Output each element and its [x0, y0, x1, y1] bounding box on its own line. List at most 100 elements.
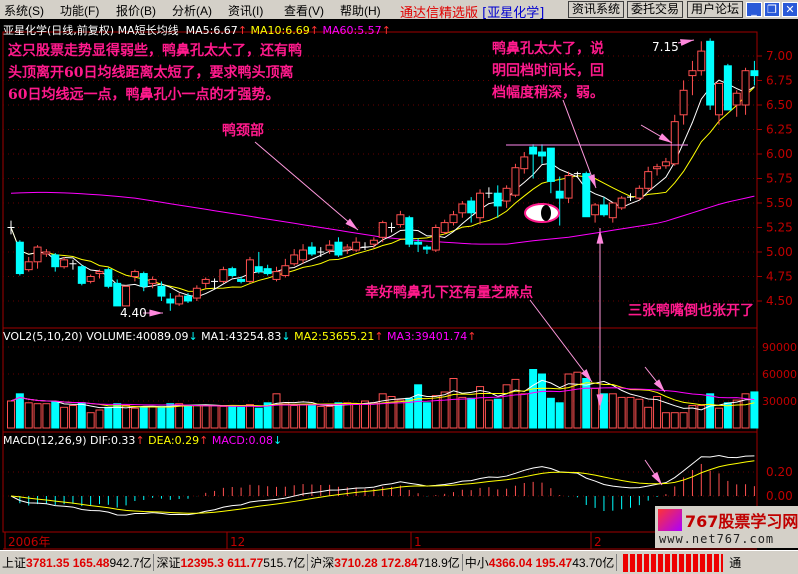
price-tick-label: 5.75 [766, 172, 793, 186]
volume-bar [369, 402, 378, 429]
app-title: 通达信精选版 [亚星化学] [400, 2, 544, 21]
time-label: 1 [414, 535, 422, 549]
high-label-arrow-head [680, 39, 694, 46]
index-shenzhen[interactable]: 深证12395.3 611.77515.7亿 [154, 554, 309, 571]
volume-bar [228, 405, 237, 429]
volume-header: VOL2(5,10,20) VOLUME:40089.09↓ MA1:43254… [3, 330, 477, 343]
volume-tick-label: 90000 [762, 341, 797, 354]
candle-body [564, 175, 573, 199]
candle-body [440, 222, 449, 233]
volume-bar [254, 407, 263, 429]
volume-bar [653, 396, 662, 429]
volume-bar [325, 405, 334, 429]
breakout-arrow-head [658, 133, 672, 143]
index-hushen[interactable]: 沪深3710.28 172.84718.9亿 [308, 554, 463, 571]
menu-4[interactable]: 资讯(I) [228, 4, 264, 18]
neck-arrow [254, 141, 359, 231]
volume-bar [697, 405, 706, 429]
connection-icon[interactable]: 通 [729, 556, 742, 570]
candle-body [520, 156, 529, 170]
annotation-sesame: 幸好鸭鼻孔下还有量芝麻点 [365, 285, 533, 301]
menu-0[interactable]: 系统(S) [4, 4, 44, 18]
candle-body [511, 167, 520, 196]
candle-body [272, 271, 281, 280]
volume-bar [529, 369, 538, 429]
candle-body [679, 89, 688, 116]
volume-bar [750, 391, 759, 429]
volume-bar [334, 402, 343, 429]
candle-body [369, 239, 378, 245]
volume-bar [741, 393, 750, 429]
time-label: 2 [594, 535, 602, 549]
volume-bar [573, 371, 582, 429]
trade-button[interactable]: 委托交易 [627, 1, 684, 18]
menu-6[interactable]: 帮助(H) [340, 4, 381, 18]
volume-bar [555, 402, 564, 429]
restore-icon[interactable]: ❐ [764, 2, 780, 17]
candle-body [192, 287, 201, 299]
vertical-down-arrow-head [596, 394, 604, 408]
macd-panel [2, 431, 758, 533]
candle-body [431, 227, 440, 251]
logo-icon [658, 509, 682, 531]
volume-bar [679, 412, 688, 429]
price-tick-label: 6.50 [766, 98, 793, 112]
volume-tick-label: 60000 [762, 368, 797, 381]
news-system-button[interactable]: 资讯系统 [568, 1, 625, 18]
volume-bar [192, 405, 201, 429]
volume-bar [467, 397, 476, 429]
volume-bar [148, 405, 157, 429]
app-name: 通达信精选版 [400, 6, 479, 21]
macd-header: MACD(12,26,9) DIF:0.33↑ DEA:0.29↑ MACD:0… [3, 434, 283, 447]
price-tick-label: 5.25 [766, 221, 793, 235]
volume-bar [139, 406, 148, 429]
candle-body [608, 202, 617, 219]
volume-bar [635, 398, 644, 429]
price-tick-label: 6.00 [766, 147, 793, 161]
candle-body [732, 92, 741, 106]
volume-tick-label: 30000 [762, 395, 797, 408]
candle-body [467, 200, 476, 214]
volume-bar [661, 412, 670, 429]
candle-body [201, 278, 210, 284]
candle-body [219, 269, 228, 282]
dif-line [10, 454, 755, 516]
volume-ma3-line [10, 387, 755, 407]
volume-bar [219, 405, 228, 429]
candle-body [396, 214, 405, 226]
volume-bar [564, 373, 573, 429]
volume-bar [538, 373, 546, 429]
candle-body [591, 204, 600, 216]
forum-button[interactable]: 用户论坛 [687, 1, 744, 18]
neck-arrow-head [345, 218, 358, 230]
price-tick-label: 4.50 [766, 294, 793, 308]
menu-1[interactable]: 功能(F) [60, 4, 100, 18]
candle-body [458, 203, 467, 214]
volume-bar [201, 405, 210, 429]
annotation-nostril: 鸭鼻孔太大了，说 明回档时间长，回 档幅度稍深，弱。 [492, 41, 604, 101]
annotation-weak-trend: 这只股票走势显得弱些，鸭鼻孔太大了，还有鸭 头顶离开60日均线距离太短了，要求鸭头… [8, 43, 302, 103]
menu-2[interactable]: 报价(B) [116, 4, 156, 18]
candle-body [449, 214, 458, 224]
volume-bar [95, 409, 104, 429]
volume-bar [175, 403, 184, 429]
menu-3[interactable]: 分析(A) [172, 4, 212, 18]
volume-bar [458, 396, 467, 429]
menu-5[interactable]: 查看(V) [284, 4, 324, 18]
price-tick-label: 6.75 [766, 74, 793, 88]
volume-bar [511, 378, 520, 429]
candle-body [24, 261, 33, 271]
price-tick-label: 5.50 [766, 196, 793, 210]
candle-body [299, 249, 308, 261]
close-icon[interactable]: ✕ [782, 2, 798, 17]
candle-body [405, 217, 414, 245]
candle-body [51, 254, 60, 268]
candle-body [33, 246, 42, 263]
index-sme[interactable]: 中小4366.04 195.4743.70亿 [463, 554, 618, 571]
eye-pupil-icon [541, 205, 551, 221]
vertical-up-arrow-head [596, 230, 604, 244]
minimize-icon[interactable]: _ [746, 2, 762, 17]
stock-chart[interactable]: 7.00 6.75 6.50 6.25 6.00 5.75 5.50 5.25 5.00 4.75… [0, 19, 798, 550]
index-shanghai[interactable]: 上证3781.35 165.48942.7亿 [0, 554, 155, 571]
candle-body [122, 285, 131, 307]
